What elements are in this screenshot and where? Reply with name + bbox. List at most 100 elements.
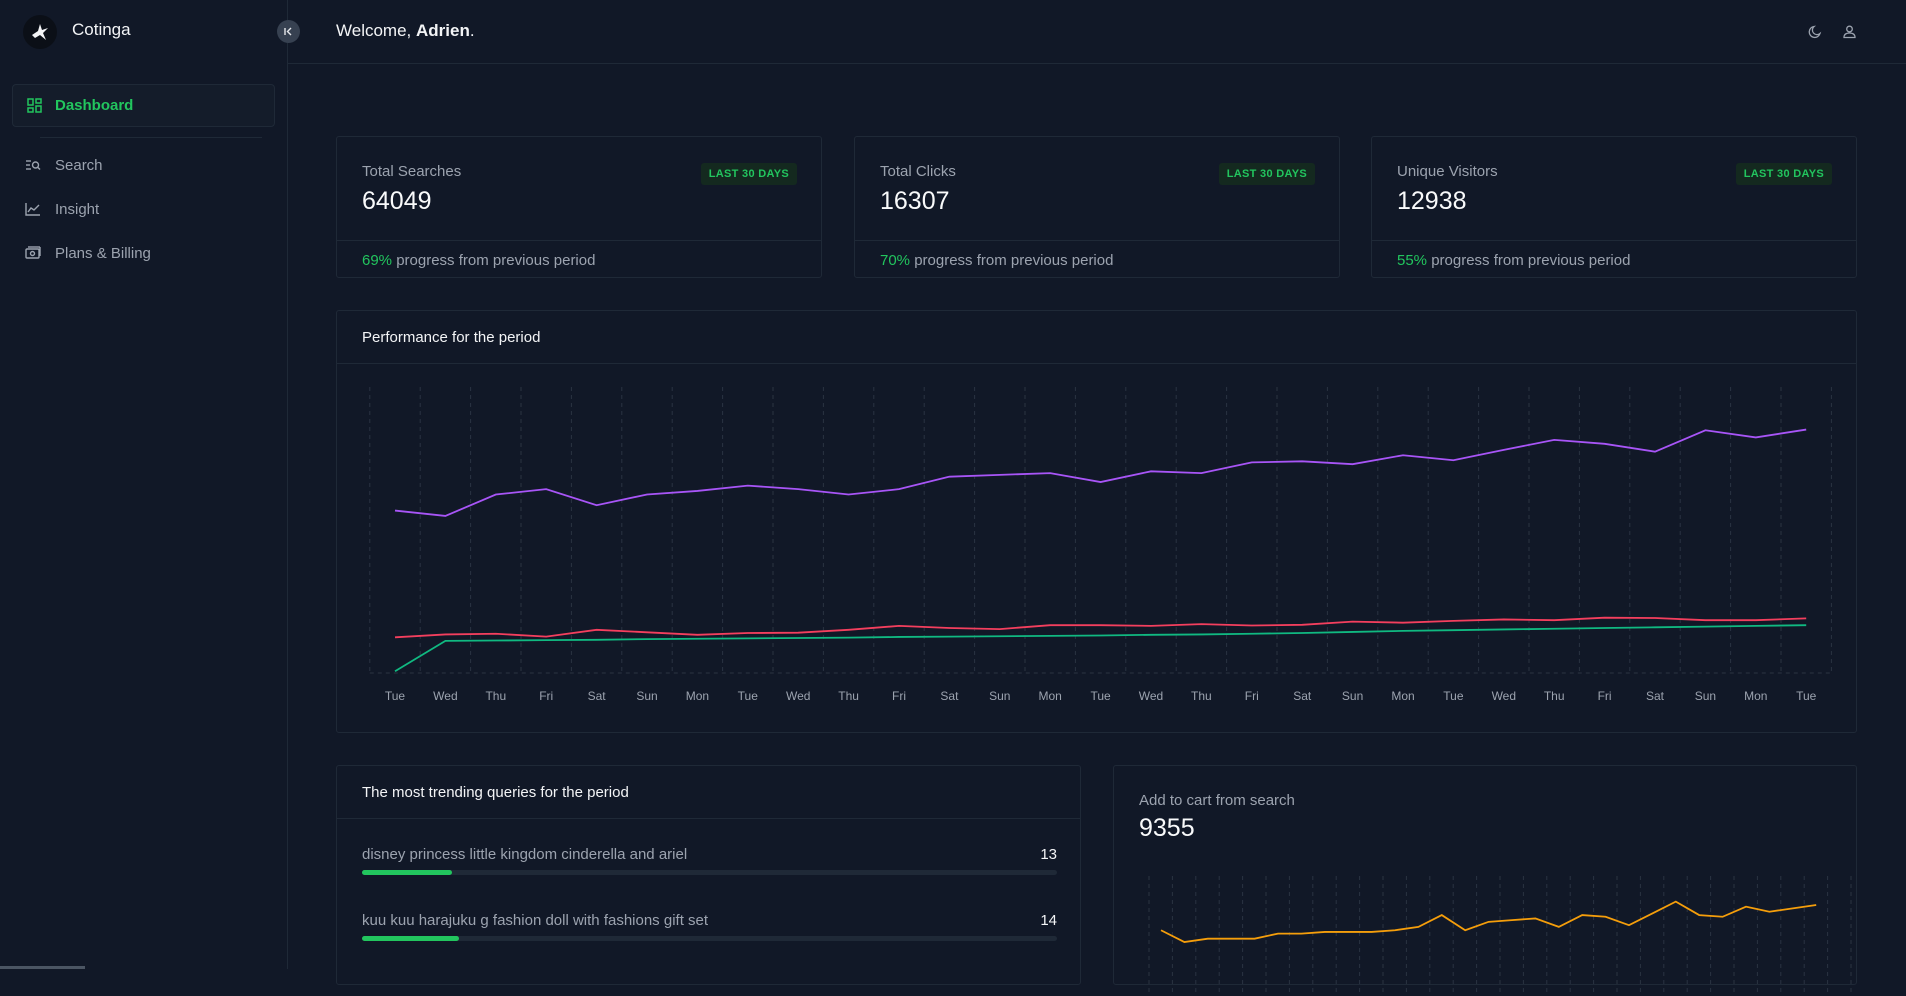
- x-tick-label: Sun: [636, 689, 657, 703]
- sidebar: Cotinga Dashboard Search Insight: [0, 0, 288, 969]
- x-tick-label: Mon: [1744, 689, 1767, 703]
- x-tick-label: Fri: [1598, 689, 1612, 703]
- sidebar-item-label: Plans & Billing: [55, 245, 151, 262]
- card-divider: [337, 818, 1080, 819]
- x-tick-label: Thu: [485, 689, 506, 703]
- x-tick-label: Tue: [1090, 689, 1111, 703]
- performance-title: Performance for the period: [362, 329, 541, 346]
- query-count: 14: [1040, 912, 1057, 929]
- stat-progress-text: progress from previous period: [392, 252, 596, 269]
- moon-icon: [1808, 25, 1821, 38]
- query-bar-fill: [362, 936, 460, 941]
- x-tick-label: Mon: [1039, 689, 1062, 703]
- welcome-greeting: Welcome,: [336, 21, 416, 40]
- add-to-cart-card: Add to cart from search 9355: [1113, 765, 1857, 996]
- x-tick-label: Fri: [539, 689, 553, 703]
- x-tick-label: Sat: [588, 689, 607, 703]
- cart-title: Add to cart from search: [1139, 792, 1295, 809]
- list-item[interactable]: kuu kuu harajuku g fashion doll with fas…: [362, 912, 1057, 952]
- sidebar-item-label: Search: [55, 157, 103, 174]
- query-text: disney princess little kingdom cinderell…: [362, 846, 688, 863]
- x-tick-label: Sat: [1293, 689, 1312, 703]
- x-tick-label: Tue: [1443, 689, 1464, 703]
- top-header: Welcome, Adrien.: [288, 0, 1906, 64]
- stat-card-unique-visitors: Unique Visitors 12938 LAST 30 DAYS 55% p…: [1371, 136, 1857, 278]
- stat-progress-text: progress from previous period: [910, 252, 1114, 269]
- sidebar-item-search[interactable]: Search: [12, 148, 275, 184]
- stat-value: 64049: [362, 187, 432, 215]
- x-tick-label: Thu: [1191, 689, 1212, 703]
- sidebar-item-dashboard[interactable]: Dashboard: [12, 84, 275, 127]
- stat-progress-pct: 55%: [1397, 252, 1428, 269]
- cart-chart: [1148, 876, 1852, 996]
- welcome-punct: .: [469, 21, 475, 40]
- list-item[interactable]: disney princess little kingdom cinderell…: [362, 846, 1057, 886]
- x-tick-label: Thu: [838, 689, 859, 703]
- period-badge: LAST 30 DAYS: [1218, 163, 1315, 185]
- trending-queries-card: The most trending queries for the period…: [336, 765, 1081, 985]
- collapse-left-icon: [284, 27, 292, 36]
- x-tick-label: Wed: [786, 689, 810, 703]
- query-text: kuu kuu harajuku g fashion doll with fas…: [362, 912, 709, 929]
- x-tick-label: Sat: [1646, 689, 1665, 703]
- series-line-1: [394, 616, 1807, 639]
- x-tick-label: Sun: [1342, 689, 1363, 703]
- x-tick-label: Sat: [940, 689, 959, 703]
- stat-title: Total Searches: [362, 163, 462, 180]
- x-tick-label: Tue: [1796, 689, 1817, 703]
- performance-chart: Tue Wed Thu Fri Sat Sun Mon Tue Wed Thu Fri Sat Sun M…: [369, 387, 1832, 703]
- performance-card: Performance for the period Tue Wed Thu Fri S…: [336, 310, 1857, 733]
- x-tick-label: Thu: [1544, 689, 1565, 703]
- bird-logo-icon: [23, 15, 57, 49]
- stat-card-total-searches: Total Searches 64049 LAST 30 DAYS 69% pr…: [336, 136, 822, 278]
- cart-value: 9355: [1139, 814, 1195, 842]
- sidebar-item-label: Dashboard: [55, 97, 134, 114]
- stat-card-total-clicks: Total Clicks 16307 LAST 30 DAYS 70% prog…: [854, 136, 1340, 278]
- x-tick-label: Tue: [385, 689, 406, 703]
- x-tick-label: Wed: [433, 689, 457, 703]
- query-count: 13: [1040, 846, 1057, 863]
- x-tick-label: Sun: [989, 689, 1010, 703]
- series-line-2: [394, 624, 1807, 672]
- user-menu-button[interactable]: [1838, 20, 1860, 42]
- x-tick-label: Wed: [1139, 689, 1163, 703]
- stat-progress-text: progress from previous period: [1427, 252, 1631, 269]
- horizontal-scrollbar[interactable]: [0, 966, 85, 969]
- period-badge: LAST 30 DAYS: [700, 163, 797, 185]
- dashboard-grid-icon: [27, 98, 42, 118]
- x-tick-label: Fri: [1245, 689, 1259, 703]
- collapse-sidebar-button[interactable]: [277, 20, 300, 43]
- x-tick-label: Wed: [1492, 689, 1516, 703]
- stat-footer: 69% progress from previous period: [337, 240, 821, 278]
- x-tick-label: Tue: [738, 689, 759, 703]
- chart-line-icon: [25, 202, 41, 221]
- period-badge: LAST 30 DAYS: [1735, 163, 1832, 185]
- app-name: Cotinga: [72, 20, 131, 39]
- sidebar-item-plans-billing[interactable]: Plans & Billing: [12, 236, 275, 272]
- query-bar-track: [362, 870, 1057, 875]
- nav-divider: [40, 137, 262, 138]
- x-tick-label: Sun: [1695, 689, 1716, 703]
- stat-progress-pct: 70%: [880, 252, 911, 269]
- stat-footer: 55% progress from previous period: [1372, 240, 1856, 278]
- billing-icon: [25, 246, 41, 265]
- welcome-message: Welcome, Adrien.: [336, 21, 475, 41]
- x-tick-label: Mon: [1391, 689, 1414, 703]
- theme-toggle-button[interactable]: [1804, 20, 1826, 42]
- user-icon: [1842, 25, 1856, 38]
- x-tick-label: Fri: [892, 689, 906, 703]
- sidebar-item-insight[interactable]: Insight: [12, 192, 275, 228]
- sidebar-item-label: Insight: [55, 201, 100, 218]
- query-bar-fill: [362, 870, 453, 875]
- stat-title: Unique Visitors: [1397, 163, 1498, 180]
- search-list-icon: [25, 158, 41, 177]
- stat-value: 12938: [1397, 187, 1467, 215]
- stat-value: 16307: [880, 187, 950, 215]
- trending-title: The most trending queries for the period: [362, 784, 629, 801]
- welcome-user: Adrien: [416, 21, 470, 40]
- series-line-0: [394, 428, 1807, 517]
- stat-footer: 70% progress from previous period: [855, 240, 1339, 278]
- query-bar-track: [362, 936, 1057, 941]
- brand: Cotinga: [0, 0, 288, 64]
- x-tick-label: Mon: [686, 689, 709, 703]
